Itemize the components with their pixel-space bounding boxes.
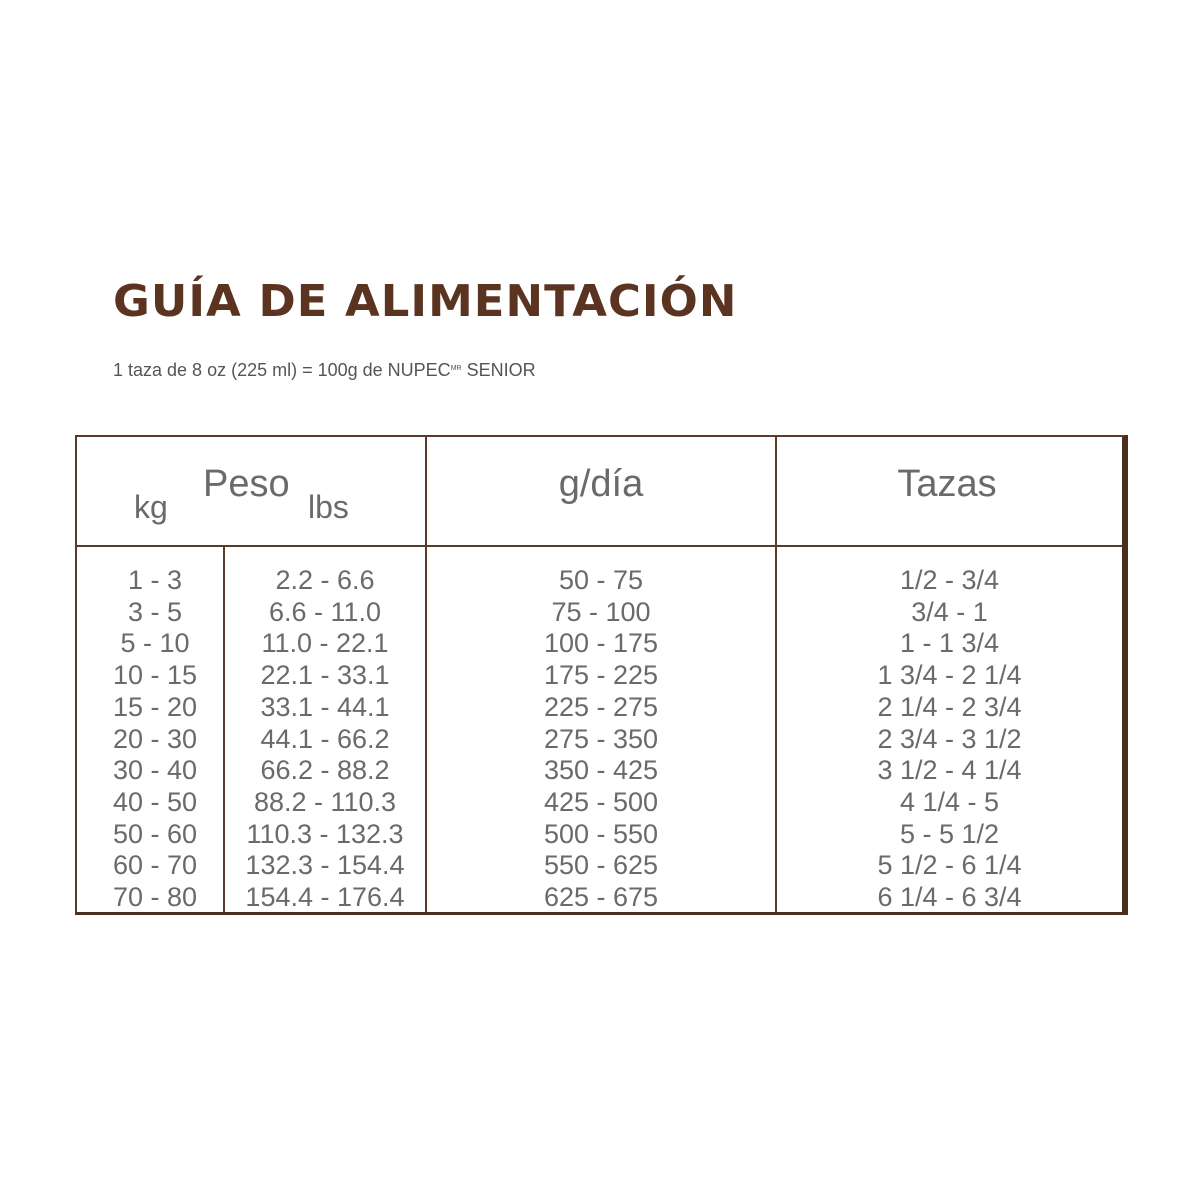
cell-kg: 5 - 10 bbox=[120, 628, 190, 659]
cell-lbs: 154.4 - 176.4 bbox=[245, 882, 405, 913]
subtitle: 1 taza de 8 oz (225 ml) = 100g de NUPECM… bbox=[113, 360, 536, 381]
cell-g: 175 - 225 bbox=[543, 660, 659, 691]
cell-tazas: 5 - 5 1/2 bbox=[899, 818, 1000, 849]
cell-kg: 40 - 50 bbox=[112, 786, 198, 817]
cell-tazas: 5 1/2 - 6 1/4 bbox=[877, 850, 1022, 881]
cell-lbs: 11.0 - 22.1 bbox=[261, 628, 389, 659]
column-divider bbox=[425, 437, 427, 912]
cell-lbs: 66.2 - 88.2 bbox=[260, 755, 390, 786]
cell-kg: 50 - 60 bbox=[112, 818, 198, 849]
cell-g: 550 - 625 bbox=[543, 850, 659, 881]
cell-g: 500 - 550 bbox=[543, 818, 659, 849]
trademark: MR bbox=[450, 365, 462, 372]
cell-kg: 1 - 3 bbox=[127, 565, 183, 595]
cell-g: 100 - 175 bbox=[543, 628, 659, 659]
header-tazas: Tazas bbox=[897, 463, 997, 505]
cell-tazas: 3 1/2 - 4 1/4 bbox=[877, 755, 1022, 786]
header-g-dia: g/día bbox=[558, 463, 644, 505]
g-dia-column: 50 - 75 75 - 100 100 - 175 175 - 225 225 - 2… bbox=[427, 565, 775, 914]
cell-kg: 10 - 15 bbox=[112, 660, 198, 691]
cell-lbs: 44.1 - 66.2 bbox=[260, 723, 390, 754]
cell-g: 425 - 500 bbox=[543, 786, 659, 817]
header-kg: kg bbox=[134, 489, 168, 525]
cell-lbs: 6.6 - 11.0 bbox=[268, 596, 382, 627]
header-divider bbox=[77, 545, 1122, 547]
cell-g: 275 - 350 bbox=[543, 723, 659, 754]
cell-kg: 60 - 70 bbox=[112, 850, 198, 881]
cell-tazas: 1/2 - 3/4 bbox=[899, 565, 1000, 595]
header-lbs: lbs bbox=[308, 489, 349, 525]
cell-g: 625 - 675 bbox=[543, 882, 659, 913]
cell-lbs: 2.2 - 6.6 bbox=[275, 565, 375, 595]
cell-tazas: 2 1/4 - 2 3/4 bbox=[877, 691, 1022, 722]
cell-lbs: 110.3 - 132.3 bbox=[246, 818, 404, 849]
cell-tazas: 3/4 - 1 bbox=[911, 596, 988, 627]
cell-kg: 3 - 5 bbox=[127, 596, 183, 627]
cell-lbs: 22.1 - 33.1 bbox=[260, 660, 390, 691]
subtitle-suffix: SENIOR bbox=[461, 360, 536, 380]
cell-tazas: 1 - 1 3/4 bbox=[899, 628, 1000, 659]
cell-g: 225 - 275 bbox=[543, 691, 659, 722]
column-divider bbox=[775, 437, 777, 912]
cell-kg: 15 - 20 bbox=[112, 691, 198, 722]
cell-tazas: 1 3/4 - 2 1/4 bbox=[877, 660, 1022, 691]
cell-lbs: 33.1 - 44.1 bbox=[260, 691, 390, 722]
cell-g: 350 - 425 bbox=[543, 755, 659, 786]
page-title: GUÍA DE ALIMENTACIÓN bbox=[113, 276, 738, 327]
cell-tazas: 4 1/4 - 5 bbox=[899, 786, 1000, 817]
cell-tazas: 2 3/4 - 3 1/2 bbox=[877, 723, 1022, 754]
column-divider bbox=[223, 547, 225, 912]
cell-kg: 70 - 80 bbox=[112, 882, 198, 913]
cell-kg: 20 - 30 bbox=[112, 723, 198, 754]
cell-g: 50 - 75 bbox=[558, 565, 644, 595]
cell-lbs: 88.2 - 110.3 bbox=[253, 786, 397, 817]
cell-g: 75 - 100 bbox=[551, 596, 651, 627]
cell-kg: 30 - 40 bbox=[112, 755, 198, 786]
cell-lbs: 132.3 - 154.4 bbox=[245, 850, 405, 881]
lbs-column: 2.2 - 6.6 6.6 - 11.0 11.0 - 22.1 22.1 - 33.… bbox=[225, 565, 425, 914]
cell-tazas: 6 1/4 - 6 3/4 bbox=[877, 882, 1022, 913]
header-peso: Peso bbox=[203, 463, 290, 505]
subtitle-text: 1 taza de 8 oz (225 ml) = 100g de NUPEC bbox=[113, 360, 451, 380]
